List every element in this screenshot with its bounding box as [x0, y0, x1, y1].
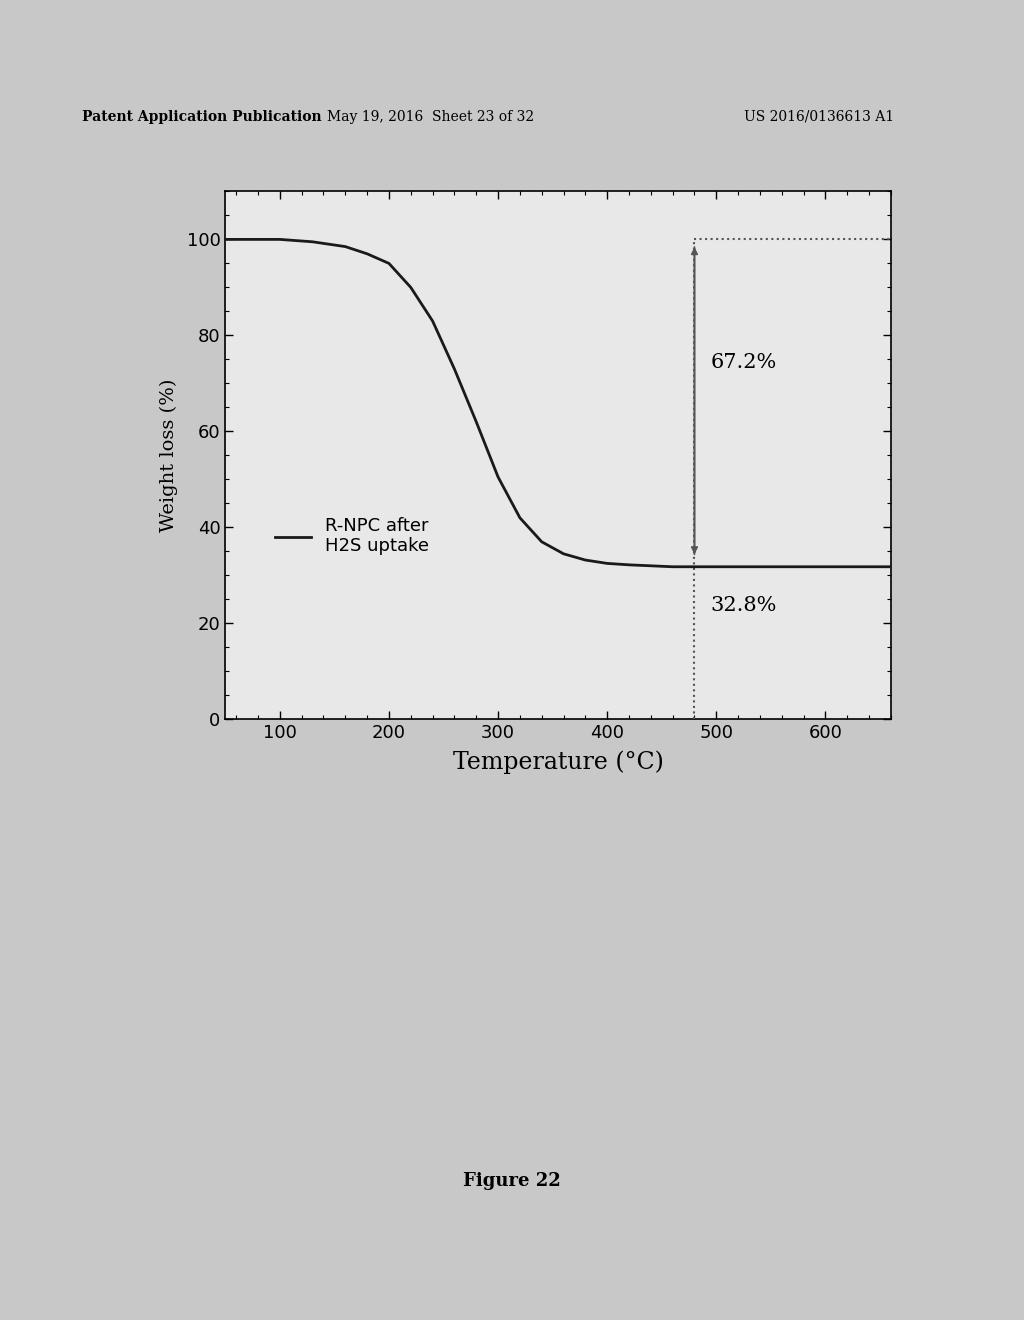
Text: May 19, 2016  Sheet 23 of 32: May 19, 2016 Sheet 23 of 32	[327, 110, 534, 124]
Y-axis label: Weight loss (%): Weight loss (%)	[160, 379, 178, 532]
Text: US 2016/0136613 A1: US 2016/0136613 A1	[744, 110, 894, 124]
Text: Figure 22: Figure 22	[463, 1172, 561, 1191]
X-axis label: Temperature (°C): Temperature (°C)	[453, 751, 664, 774]
Text: 67.2%: 67.2%	[711, 352, 777, 372]
Text: Patent Application Publication: Patent Application Publication	[82, 110, 322, 124]
Text: 32.8%: 32.8%	[711, 595, 777, 615]
Legend: R-NPC after
H2S uptake: R-NPC after H2S uptake	[267, 510, 436, 562]
